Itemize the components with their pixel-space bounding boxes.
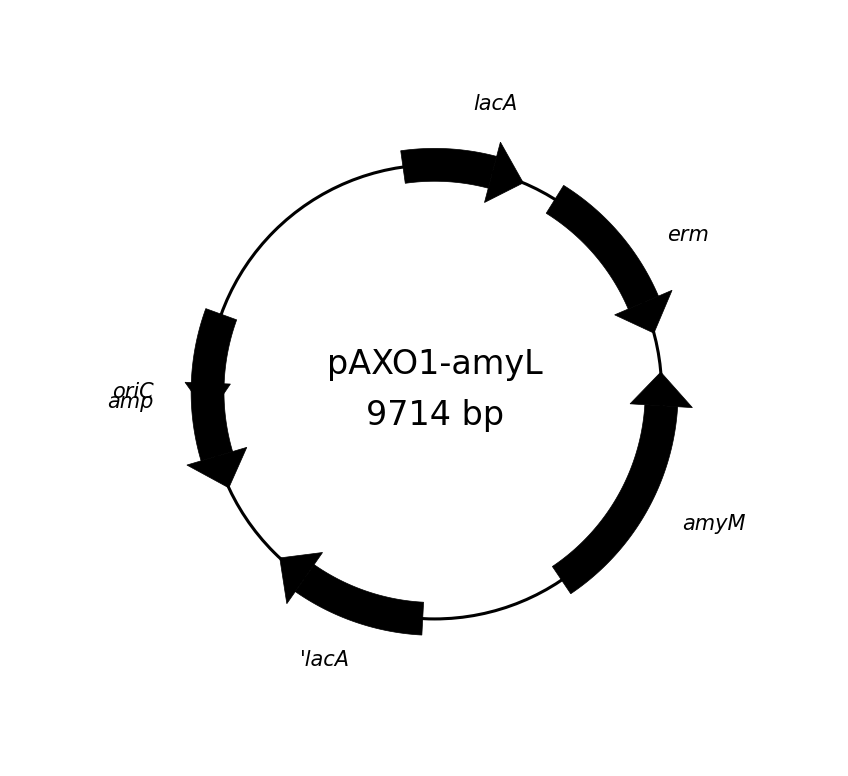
Text: oriC: oriC: [112, 382, 153, 402]
Text: amp: amp: [108, 392, 154, 412]
Polygon shape: [191, 309, 237, 461]
Text: erm: erm: [667, 225, 709, 245]
Polygon shape: [187, 447, 247, 488]
Text: pAXO1-amyL: pAXO1-amyL: [326, 348, 543, 382]
Polygon shape: [185, 383, 231, 416]
Polygon shape: [615, 290, 672, 333]
Polygon shape: [295, 565, 424, 635]
Polygon shape: [546, 185, 658, 309]
Polygon shape: [552, 405, 678, 594]
Text: 'lacA: 'lacA: [300, 650, 350, 670]
Text: lacA: lacA: [474, 94, 518, 114]
Polygon shape: [484, 142, 523, 203]
Polygon shape: [280, 553, 322, 604]
Polygon shape: [630, 372, 693, 407]
Polygon shape: [401, 148, 497, 189]
Text: amyM: amyM: [683, 514, 746, 534]
Text: 9714 bp: 9714 bp: [365, 400, 504, 432]
